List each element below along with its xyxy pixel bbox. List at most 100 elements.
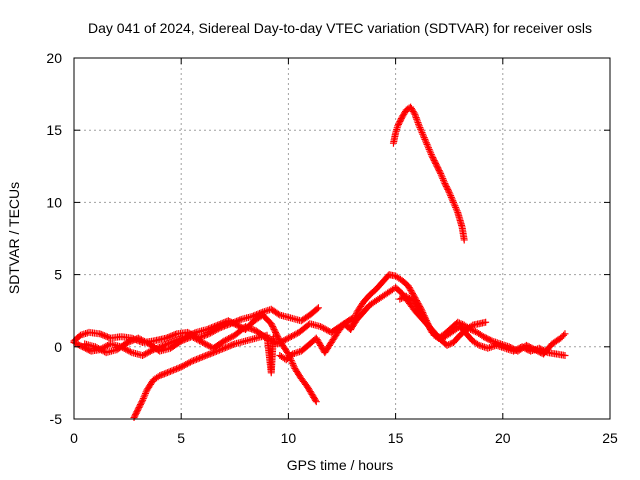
- data-point: [212, 347, 220, 355]
- data-point: [220, 337, 228, 345]
- data-point: [103, 333, 111, 341]
- data-point: [228, 341, 236, 349]
- data-point: [160, 341, 168, 349]
- data-point: [171, 365, 179, 373]
- data-point: [140, 337, 148, 345]
- axis-ticks: [73, 57, 611, 420]
- data-point: [145, 348, 153, 356]
- data-point: [102, 332, 110, 340]
- data-point: [99, 331, 107, 339]
- data-point: [225, 342, 233, 350]
- data-point: [223, 343, 231, 351]
- data-point: [142, 338, 150, 346]
- data-point: [269, 333, 277, 341]
- data-point: [474, 340, 482, 348]
- data-point: [140, 351, 148, 359]
- data-point: [210, 327, 218, 335]
- data-point: [416, 124, 424, 132]
- data-point: [189, 334, 197, 342]
- data-point: [141, 391, 149, 399]
- data-point: [436, 168, 444, 176]
- data-point: [91, 343, 99, 351]
- data-point: [218, 319, 226, 327]
- data-point: [561, 351, 569, 359]
- data-point: [281, 336, 289, 344]
- data-point: [419, 130, 427, 138]
- data-point: [277, 338, 285, 346]
- data-point: [422, 139, 430, 147]
- data-point: [193, 355, 201, 363]
- data-point: [138, 398, 146, 406]
- series-track-g: [396, 292, 569, 358]
- y-tick-label: 5: [54, 267, 62, 283]
- x-tick-labels: 0 5 10 15 20 25: [70, 430, 618, 446]
- data-point: [209, 349, 217, 357]
- data-point: [289, 361, 297, 369]
- data-point: [180, 336, 188, 344]
- data-point: [455, 319, 463, 327]
- data-point: [419, 132, 427, 140]
- data-point: [445, 188, 453, 196]
- data-point: [205, 342, 213, 350]
- data-point: [439, 175, 447, 183]
- data-point: [427, 149, 435, 157]
- data-point: [288, 358, 296, 366]
- data-point: [444, 187, 452, 195]
- data-point: [415, 120, 423, 128]
- data-point: [165, 333, 173, 341]
- data-point: [312, 398, 320, 406]
- data-point: [470, 327, 478, 335]
- data-point: [167, 332, 175, 340]
- data-point: [196, 337, 204, 345]
- data-point: [321, 325, 329, 333]
- data-point: [223, 335, 231, 343]
- data-point: [202, 352, 210, 360]
- data-point: [414, 119, 422, 127]
- plot-frame: [73, 57, 611, 420]
- data-point: [208, 324, 216, 332]
- data-point: [189, 357, 197, 365]
- data-point: [125, 338, 133, 346]
- data-point: [182, 361, 190, 369]
- data-point: [127, 337, 135, 345]
- data-point: [215, 321, 223, 329]
- data-point: [457, 320, 465, 328]
- data-point: [173, 365, 181, 373]
- data-point: [93, 344, 101, 352]
- data-point: [197, 338, 205, 346]
- data-point: [313, 305, 321, 313]
- data-point: [439, 176, 447, 184]
- data-point: [560, 331, 568, 339]
- data-point: [292, 330, 300, 338]
- data-point: [423, 140, 431, 148]
- data-point: [446, 340, 454, 348]
- y-tick-label: 15: [46, 122, 62, 138]
- data-point: [420, 134, 428, 142]
- data-point: [275, 339, 283, 347]
- data-point: [449, 198, 457, 206]
- y-axis-label: SDTVAR / TECUs: [6, 182, 22, 294]
- data-point: [443, 341, 451, 349]
- data-point: [314, 304, 322, 312]
- data-point: [289, 360, 297, 368]
- data-point: [427, 151, 435, 159]
- data-point: [467, 325, 475, 333]
- data-point: [220, 319, 228, 327]
- data-point: [211, 327, 219, 335]
- data-point: [217, 320, 225, 328]
- data-point: [183, 360, 191, 368]
- data-point: [397, 294, 405, 302]
- data-point: [417, 127, 425, 135]
- data-point: [424, 144, 432, 152]
- data-point: [171, 330, 179, 338]
- data-point: [249, 326, 257, 334]
- data-point: [102, 342, 110, 350]
- data-point: [139, 351, 147, 359]
- data-point: [214, 347, 222, 355]
- data-point: [122, 345, 130, 353]
- data-point: [412, 114, 420, 122]
- data-point: [180, 361, 188, 369]
- data-point: [185, 359, 193, 367]
